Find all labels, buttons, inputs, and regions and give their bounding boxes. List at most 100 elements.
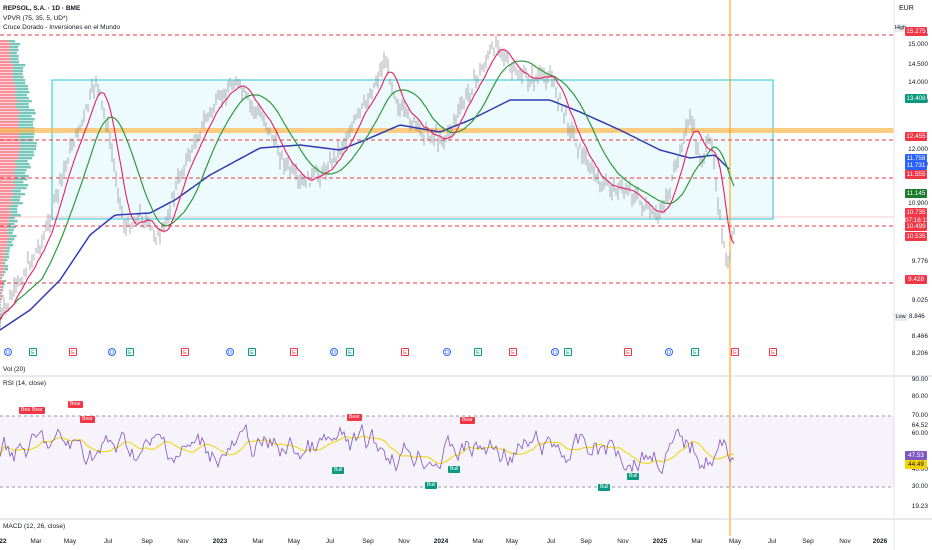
vp-bar-up bbox=[18, 121, 34, 124]
vp-bar-up bbox=[16, 106, 30, 109]
vp-bar-up bbox=[16, 163, 30, 166]
time-tick: 2024 bbox=[433, 538, 449, 545]
time-tick: Sep bbox=[802, 538, 814, 545]
earnings-icon: E bbox=[769, 348, 777, 356]
vp-bar-up bbox=[9, 208, 18, 211]
vp-bar-down bbox=[0, 103, 16, 106]
bull-signal: Bull bbox=[332, 467, 345, 474]
vp-bar-down bbox=[0, 49, 11, 52]
price-tick: 12.000 bbox=[908, 146, 928, 153]
price-tag: 10.735 bbox=[905, 208, 927, 217]
vp-bar-up bbox=[11, 214, 21, 217]
low-value: 8.846 bbox=[909, 313, 925, 320]
vp-bar-down bbox=[0, 292, 2, 295]
vp-bar-up bbox=[4, 265, 9, 268]
vp-bar-up bbox=[7, 232, 13, 235]
vp-bar-down bbox=[0, 280, 4, 283]
vp-bar-down bbox=[0, 295, 2, 298]
vp-bar-down bbox=[0, 214, 12, 217]
vp-bar-up bbox=[12, 73, 23, 76]
vp-bar-up bbox=[15, 175, 29, 178]
vp-bar-down bbox=[0, 289, 2, 292]
currency-label[interactable]: EUR bbox=[899, 5, 914, 12]
vp-bar-down bbox=[0, 235, 10, 238]
vp-bar-up bbox=[10, 199, 20, 202]
price-tick: 10.900 bbox=[908, 200, 928, 207]
time-tick: May bbox=[728, 538, 742, 545]
time-tick: Mar bbox=[30, 538, 42, 545]
vp-bar-up bbox=[12, 70, 24, 73]
time-tick: Jul bbox=[103, 538, 113, 545]
vp-bar-down bbox=[0, 82, 14, 85]
volume-label[interactable]: Vol (20) bbox=[3, 366, 26, 373]
vp-bar-down bbox=[0, 220, 10, 223]
earnings-icon: E bbox=[474, 348, 482, 356]
rsi-tag: 47.53 bbox=[905, 451, 927, 460]
price-tag: 12.455 bbox=[905, 132, 927, 141]
indicator-cruce-label[interactable]: Cruce Dorado - Inversiones en el Mundo bbox=[3, 24, 121, 31]
vp-bar-down bbox=[0, 175, 16, 178]
vp-bar-up bbox=[2, 283, 5, 286]
earnings-icon: E bbox=[346, 348, 354, 356]
vp-bar-up bbox=[3, 271, 6, 274]
vp-bar-down bbox=[0, 238, 8, 241]
bull-signal: Bull bbox=[598, 484, 611, 491]
price-tick: 14.500 bbox=[908, 61, 928, 68]
macd-label[interactable]: MACD (12, 26, close) bbox=[3, 523, 66, 530]
high-label: High bbox=[894, 24, 907, 32]
bear-signal: Bear bbox=[68, 401, 83, 408]
vp-bar-up bbox=[18, 136, 34, 139]
vp-bar-up bbox=[18, 154, 35, 157]
price-tag: 10.499 bbox=[905, 222, 927, 231]
vp-bar-down bbox=[0, 181, 13, 184]
range-box[interactable] bbox=[51, 79, 774, 220]
price-tick: 15.000 bbox=[908, 41, 928, 48]
ema-mid-line bbox=[0, 60, 735, 321]
dividend-icon: D bbox=[551, 348, 559, 356]
vp-bar-down bbox=[0, 277, 2, 280]
earnings-icon: E bbox=[731, 348, 739, 356]
vp-bar-up bbox=[8, 238, 15, 241]
price-tag: 11.758 bbox=[905, 154, 927, 163]
rsi-tick: 60.00 bbox=[911, 430, 928, 437]
vp-bar-down bbox=[0, 157, 18, 160]
vp-bar-down bbox=[0, 118, 20, 121]
vp-bar-up bbox=[18, 124, 34, 127]
rsi-band bbox=[0, 416, 894, 487]
vp-bar-up bbox=[17, 100, 32, 103]
vp-bar-up bbox=[13, 172, 26, 175]
symbol-title[interactable]: REPSOL, S.A. · 1D · BME bbox=[3, 5, 80, 12]
vp-bar-down bbox=[0, 169, 15, 172]
bear-signal: Bear bbox=[347, 414, 362, 421]
vp-bar-down bbox=[0, 274, 3, 277]
rsi-tag: 44.49 bbox=[905, 460, 927, 469]
vp-bar-down bbox=[0, 145, 20, 148]
vp-bar-up bbox=[6, 241, 13, 244]
vp-bar-up bbox=[4, 259, 8, 262]
vp-bar-down bbox=[0, 40, 9, 43]
time-tick: Jul bbox=[325, 538, 335, 545]
price-tag: 11.145 bbox=[905, 189, 927, 198]
vp-bar-down bbox=[0, 259, 5, 262]
indicator-vpvr-label[interactable]: VPVR (75, 35, 5, UD*) bbox=[3, 15, 68, 22]
vp-bar-down bbox=[0, 112, 20, 115]
vp-bar-down bbox=[0, 100, 18, 103]
vp-bar-up bbox=[1, 277, 2, 280]
earnings-icon: E bbox=[290, 348, 298, 356]
vp-bar-down bbox=[0, 202, 13, 205]
time-tick: Sep bbox=[580, 538, 592, 545]
price-tag: 9.428 bbox=[905, 275, 927, 284]
vp-bar-up bbox=[12, 202, 23, 205]
vp-bar-up bbox=[11, 43, 20, 46]
vp-bar-down bbox=[0, 226, 9, 229]
bull-signal: Bull bbox=[425, 482, 438, 489]
vp-bar-up bbox=[5, 250, 10, 253]
vp-bar-down bbox=[0, 250, 6, 253]
vp-bar-down bbox=[0, 232, 7, 235]
vp-bar-up bbox=[17, 115, 32, 118]
vp-bar-down bbox=[0, 244, 8, 247]
rsi-label[interactable]: RSI (14, close) bbox=[3, 380, 46, 387]
vp-bar-up bbox=[1, 292, 2, 295]
earnings-icon: E bbox=[509, 348, 517, 356]
